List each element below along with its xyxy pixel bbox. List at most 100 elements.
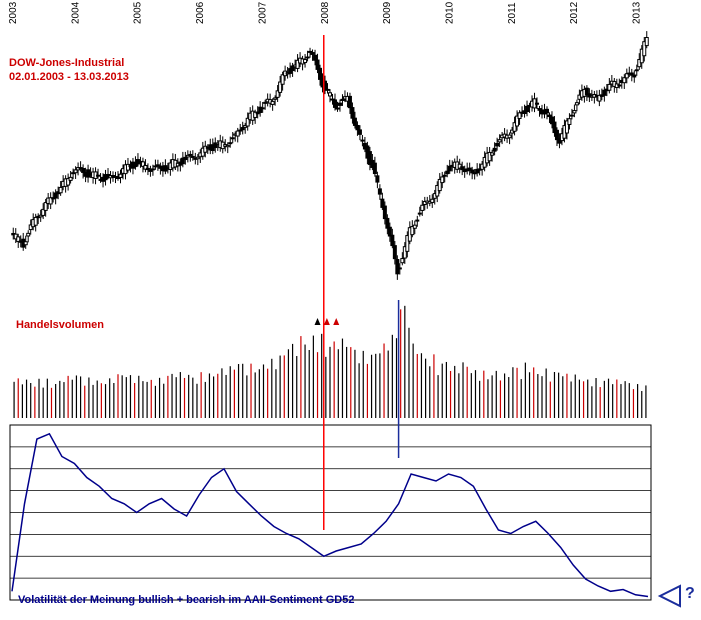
candle-body-11-4 — [145, 167, 150, 171]
candle-body-2-1 — [26, 232, 31, 237]
candle-body-39-2 — [490, 152, 495, 156]
candle-body-31-2 — [390, 234, 395, 247]
year-label-2004: 2004 — [70, 1, 81, 24]
candle-body-22-3 — [280, 74, 285, 85]
candle-body-2-4 — [33, 216, 38, 226]
candle-body-30-0 — [372, 162, 377, 175]
candle-body-25-0 — [310, 52, 315, 55]
year-label-2009: 2009 — [382, 1, 393, 24]
candle-body-19-4 — [245, 117, 250, 127]
candle-body-45-2 — [564, 120, 569, 134]
candle-body-33-1 — [412, 224, 417, 229]
candle-body-4-2 — [53, 192, 58, 199]
candle-body-51-4 — [644, 37, 649, 47]
candle-body-36-4 — [457, 163, 462, 169]
candle-body-46-0 — [572, 110, 577, 114]
candle-body-39-1 — [487, 151, 492, 162]
candle-body-23-4 — [295, 59, 300, 69]
candle-body-44-2 — [552, 121, 557, 134]
candle-body-50-4 — [632, 74, 637, 78]
candle-body-45-3 — [567, 118, 572, 125]
candle-body-2-2 — [28, 224, 33, 231]
candle-body-49-3 — [617, 84, 622, 87]
candle-body-41-3 — [517, 112, 522, 119]
candle-body-33-3 — [417, 212, 422, 215]
candle-body-28-2 — [352, 117, 357, 126]
candle-body-46-1 — [574, 102, 579, 106]
candle-body-12-0 — [148, 169, 153, 172]
candle-body-33-0 — [410, 226, 415, 236]
candle-body-48-2 — [602, 89, 607, 96]
candle-body-37-4 — [470, 169, 475, 174]
candle-body-9-3 — [118, 173, 123, 178]
candle-body-44-3 — [554, 129, 559, 141]
candle-body-29-0 — [360, 139, 365, 142]
candle-body-35-2 — [440, 176, 445, 184]
candle-body-14-4 — [183, 156, 188, 161]
year-label-2011: 2011 — [507, 2, 518, 24]
year-label-2003: 2003 — [8, 1, 19, 24]
candle-body-25-1 — [313, 54, 318, 61]
candle-body-32-0 — [397, 267, 402, 270]
candle-body-29-3 — [367, 151, 372, 165]
candle-body-25-3 — [318, 67, 323, 80]
candle-body-6-3 — [81, 168, 86, 173]
candle-body-21-0 — [260, 107, 265, 110]
candle-body-31-4 — [395, 259, 400, 275]
candle-body-39-3 — [492, 147, 497, 152]
candle-body-31-3 — [392, 245, 397, 260]
candle-body-9-1 — [113, 175, 118, 178]
candle-body-50-1 — [624, 73, 629, 79]
candle-body-19-2 — [240, 127, 245, 131]
candle-body-23-2 — [290, 65, 295, 72]
nav-controls[interactable] — [657, 584, 681, 608]
candle-body-30-1 — [375, 175, 380, 183]
candle-body-6-0 — [73, 169, 78, 174]
candle-body-26-4 — [332, 99, 337, 108]
candle-body-35-4 — [445, 170, 450, 175]
candle-body-22-0 — [273, 97, 278, 100]
candle-body-37-0 — [460, 166, 465, 171]
candle-body-42-0 — [522, 110, 527, 115]
date-range: 02.01.2003 - 13.03.2013 — [9, 71, 129, 83]
candle-body-20-2 — [253, 111, 258, 118]
candle-body-12-3 — [155, 164, 160, 167]
candle-body-43-0 — [535, 102, 540, 105]
candle-body-25-2 — [315, 59, 320, 70]
candle-body-3-1 — [38, 214, 43, 218]
candle-body-22-1 — [275, 90, 280, 98]
candle-body-7-4 — [96, 174, 101, 177]
candle-body-18-1 — [225, 144, 230, 148]
event-markers — [314, 35, 400, 530]
candle-body-30-3 — [380, 198, 385, 208]
candle-body-4-0 — [48, 197, 53, 205]
year-label-2012: 2012 — [569, 1, 580, 24]
candle-body-22-2 — [278, 81, 283, 93]
candle-body-21-4 — [270, 100, 275, 105]
candle-body-2-0 — [23, 241, 28, 246]
back-triangle-icon[interactable] — [657, 584, 681, 608]
index-title: DOW-Jones-Industrial — [9, 57, 125, 69]
candle-body-19-1 — [238, 129, 243, 132]
candle-body-26-1 — [325, 88, 330, 91]
candle-body-34-3 — [430, 198, 435, 203]
help-button[interactable]: ? — [685, 585, 695, 602]
candle-body-3-2 — [41, 208, 46, 216]
candle-body-44-0 — [547, 114, 552, 118]
candle-body-26-2 — [328, 92, 332, 97]
candle-body-27-0 — [335, 107, 340, 110]
candle-body-40-0 — [497, 139, 502, 143]
candle-body-50-3 — [629, 72, 634, 76]
candle-body-24-4 — [308, 50, 313, 53]
candle-body-44-1 — [549, 116, 554, 125]
candle-body-41-1 — [512, 122, 517, 132]
candle-body-11-3 — [143, 165, 148, 170]
candle-body-33-2 — [415, 219, 420, 222]
candle-body-35-1 — [437, 178, 442, 192]
candle-body-24-3 — [305, 56, 310, 59]
candle-body-11-2 — [140, 161, 145, 167]
candle-body-32-2 — [402, 246, 407, 259]
candle-body-19-0 — [235, 130, 240, 137]
candle-body-31-0 — [385, 217, 390, 229]
candle-body-35-3 — [442, 174, 447, 177]
